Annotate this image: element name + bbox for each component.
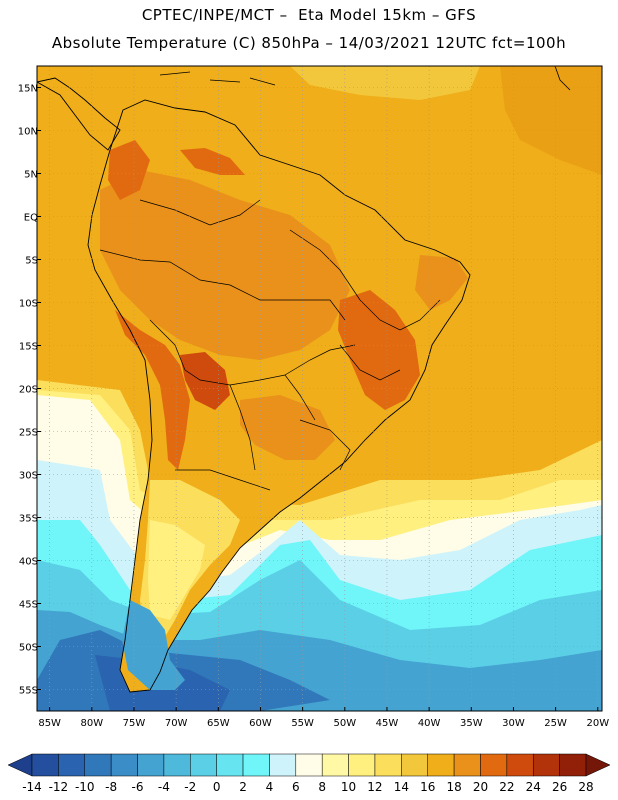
colorbar-swatch [190,753,217,777]
colorbar-swatch [453,753,481,777]
warm-ocean-northeast [500,66,602,175]
colorbar-label: -10 [75,780,95,794]
colorbar-swatch [137,753,165,777]
lon-label: 35W [460,718,483,729]
colorbar-label: -6 [132,780,144,794]
colombia-hot [108,140,150,200]
colorbar-swatch [295,753,323,777]
colorbar-label: 2 [239,780,247,794]
colorbar-swatch [242,753,270,777]
lon-label: 70W [165,718,188,729]
tierra-fuego-cold [122,600,185,690]
pale-ocean-north [290,66,480,100]
lon-label: 55W [291,718,314,729]
colorbar-label: 6 [292,780,300,794]
lat-label: 25S [19,428,38,439]
colorbar-label: 18 [446,780,461,794]
lat-label: 40S [19,557,38,568]
lon-label: 25W [544,718,567,729]
colorbar-label: 26 [552,780,567,794]
colorbar-swatch [480,753,508,777]
colorbar-label: -8 [105,780,117,794]
lon-label: 65W [207,718,230,729]
lat-label: 5N [24,170,38,181]
caribbean-islands [159,66,571,91]
brazil-central-hot [338,290,420,410]
colorbar-swatch [401,753,428,777]
colorbar-label: 24 [526,780,541,794]
colorbar-swatch [348,753,376,777]
colorbar-label: -12 [49,780,69,794]
brazil-north-hot [415,255,468,310]
lat-label: 55S [19,686,38,697]
coastline [87,99,471,693]
colorbar-swatch [110,753,138,777]
colorbar-high-arrow [585,753,611,777]
lat-label: 35S [19,514,38,525]
temperature-map: 15N 10N 5N EQ 5S 10S 15S 20S 25S 30S 35S 40S 45S 50S 5… [18,65,609,729]
lat-label: 30S [19,471,38,482]
lon-label: 85W [38,718,61,729]
colorbar-swatch [506,753,534,777]
lon-label: 40W [418,718,441,729]
colorbar-label: 14 [394,780,409,794]
latitude-axis: 15N 10N 5N EQ 5S 10S 15S 20S 25S 30S 35S 40S 45S 50S 5… [18,84,41,697]
lon-label: 50W [333,718,356,729]
lon-label: 75W [123,718,146,729]
colorbar-label: -4 [158,780,170,794]
colorbar-low-arrow [7,753,33,777]
lon-label: 45W [376,718,399,729]
patagonia-pale [148,520,205,620]
colorbar-swatch [84,753,112,777]
central-america-coast [37,77,121,151]
colorbar-label: 22 [499,780,514,794]
lon-label: 30W [502,718,525,729]
chart-title-line-2: Absolute Temperature (C) 850hPa – 14/03/… [51,34,567,52]
colorbar-swatch [216,753,244,777]
lon-label: 80W [81,718,104,729]
colorbar: -14 -12 -10 -8 -6 -4 -2 0 2 4 6 8 10 12 14 16 18 20 22 24 26… [7,753,611,794]
lat-label: 10S [19,299,38,310]
colorbar-label: 0 [213,780,221,794]
lon-label: 60W [249,718,272,729]
andes-warm [115,310,190,470]
amazon-warm [100,170,350,360]
colorbar-swatch [532,753,560,777]
colorbar-swatch [427,753,455,777]
colorbar-swatch [31,753,59,777]
colorbar-label: -14 [22,780,42,794]
colorbar-label: -2 [184,780,196,794]
country-borders [99,199,441,491]
colorbar-swatch [374,753,402,777]
colorbar-swatch [321,753,349,777]
colorbar-label: 28 [578,780,593,794]
colorbar-label: 4 [266,780,274,794]
lat-label: 20S [19,385,38,396]
colorbar-swatch [269,753,297,777]
colorbar-swatch [58,753,86,777]
chart-title-line-1: CPTEC/INPE/MCT – Eta Model 15km – GFS [141,6,477,24]
lat-label: EQ [24,213,38,224]
colorbar-label: 8 [318,780,326,794]
guiana-hot [180,148,245,175]
lat-label: 5S [25,256,38,267]
lat-label: 45S [19,600,38,611]
lat-label: 15S [19,342,38,353]
colorbar-swatch [559,753,587,777]
lat-label: 50S [19,643,38,654]
lat-label: 15N [18,84,38,95]
colorbar-label: 20 [473,780,488,794]
pampa-warm [240,395,335,460]
lon-label: 20W [586,718,609,729]
colorbar-label: 12 [367,780,382,794]
lat-label: 10N [18,127,38,138]
colorbar-label: 16 [420,780,435,794]
colorbar-label: 10 [341,780,356,794]
longitude-axis: 85W 80W 75W 70W 65W 60W 55W 50W 45W 40W 35W 30W 25W 2… [38,707,609,729]
colorbar-swatch [163,753,191,777]
